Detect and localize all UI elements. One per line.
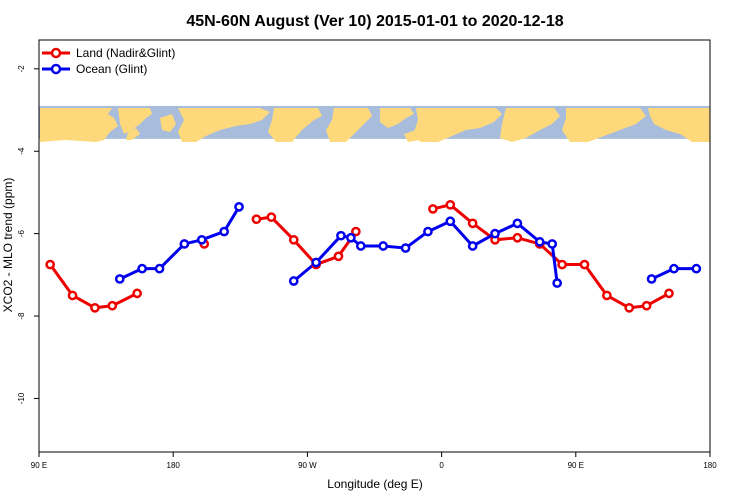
ocean-data-point	[467, 241, 478, 251]
ocean-data-point	[423, 226, 433, 237]
x-tick-label: 180	[703, 461, 717, 470]
land-data-point	[512, 232, 523, 243]
land-series-line	[48, 263, 138, 310]
y-tick-label: -6	[17, 230, 26, 238]
land-series-line	[432, 203, 670, 310]
y-tick-label: -10	[17, 392, 26, 404]
land-data-point	[467, 218, 478, 229]
ocean-data-point	[288, 276, 299, 286]
land-data-point	[333, 251, 344, 262]
ocean-data-point	[378, 241, 389, 251]
land-data-point	[45, 259, 56, 270]
legend-ocean-marker	[50, 63, 62, 75]
x-tick-label: 180	[167, 461, 181, 470]
legend-land-marker	[50, 47, 62, 59]
land-data-point	[90, 302, 100, 313]
ocean-data-point	[512, 218, 523, 229]
land-data-point	[266, 212, 277, 223]
x-tick-label: 90 E	[31, 461, 47, 470]
legend: Land (Nadir&Glint) Ocean (Glint)	[42, 46, 175, 76]
chart-title: 45N-60N August (Ver 10) 2015-01-01 to 20…	[186, 13, 563, 30]
ocean-data-point	[196, 234, 207, 245]
plot-frame	[38, 39, 711, 453]
x-tick-label: 0	[439, 461, 444, 470]
land-data-point	[579, 259, 590, 270]
ocean-data-point	[137, 263, 147, 274]
land-data-point	[428, 204, 438, 214]
ocean-data-point	[534, 237, 545, 247]
land-data-point	[107, 300, 118, 311]
ocean-data-point	[179, 239, 190, 249]
land-data-point	[557, 259, 567, 270]
ocean-data-point	[669, 263, 679, 274]
ocean-data-point	[114, 274, 125, 284]
land-data-point	[132, 288, 143, 299]
y-axis: -2 -4 -6 -8 -10	[17, 65, 39, 404]
land-data-point	[288, 234, 299, 245]
ocean-data-point	[311, 257, 321, 268]
ocean-data-point	[346, 232, 356, 243]
land-data-point	[351, 226, 361, 237]
y-tick-label: -4	[17, 147, 26, 155]
legend-ocean-label: Ocean (Glint)	[76, 62, 147, 76]
ocean-data-point	[234, 202, 244, 212]
ocean-data-point	[547, 239, 558, 249]
x-axis-label: Longitude (deg E)	[327, 477, 422, 491]
land-data-point	[602, 290, 612, 301]
ocean-data-point	[490, 228, 500, 239]
land-data-point	[641, 300, 652, 311]
ocean-data-point	[336, 230, 346, 241]
ocean-data-point	[691, 263, 702, 274]
ocean-data-point	[445, 216, 456, 227]
ocean-data-point	[355, 241, 366, 251]
ocean-data-point	[219, 226, 229, 237]
y-tick-label: -2	[17, 65, 26, 73]
land-data-point	[251, 214, 262, 225]
ocean-data-point	[552, 278, 563, 288]
y-tick-label: -8	[17, 312, 26, 320]
ocean-data-point	[400, 243, 411, 253]
world-map-strip	[39, 105, 710, 142]
legend-land-label: Land (Nadir&Glint)	[76, 46, 175, 60]
land-data-point	[445, 199, 456, 210]
land-data-point	[67, 290, 78, 301]
map-land	[40, 108, 710, 142]
land-data-point	[624, 302, 635, 313]
series-lines	[48, 203, 697, 310]
y-axis-label: XCO2 - MLO trend (ppm)	[1, 178, 15, 313]
series-markers	[45, 199, 702, 313]
ocean-data-point	[646, 274, 657, 284]
ocean-data-point	[154, 263, 165, 274]
x-tick-label: 90 W	[298, 461, 317, 470]
land-data-point	[664, 288, 674, 299]
x-axis: 90 E 180 90 W 0 90 E 180	[31, 452, 717, 470]
x-tick-label: 90 E	[568, 461, 584, 470]
